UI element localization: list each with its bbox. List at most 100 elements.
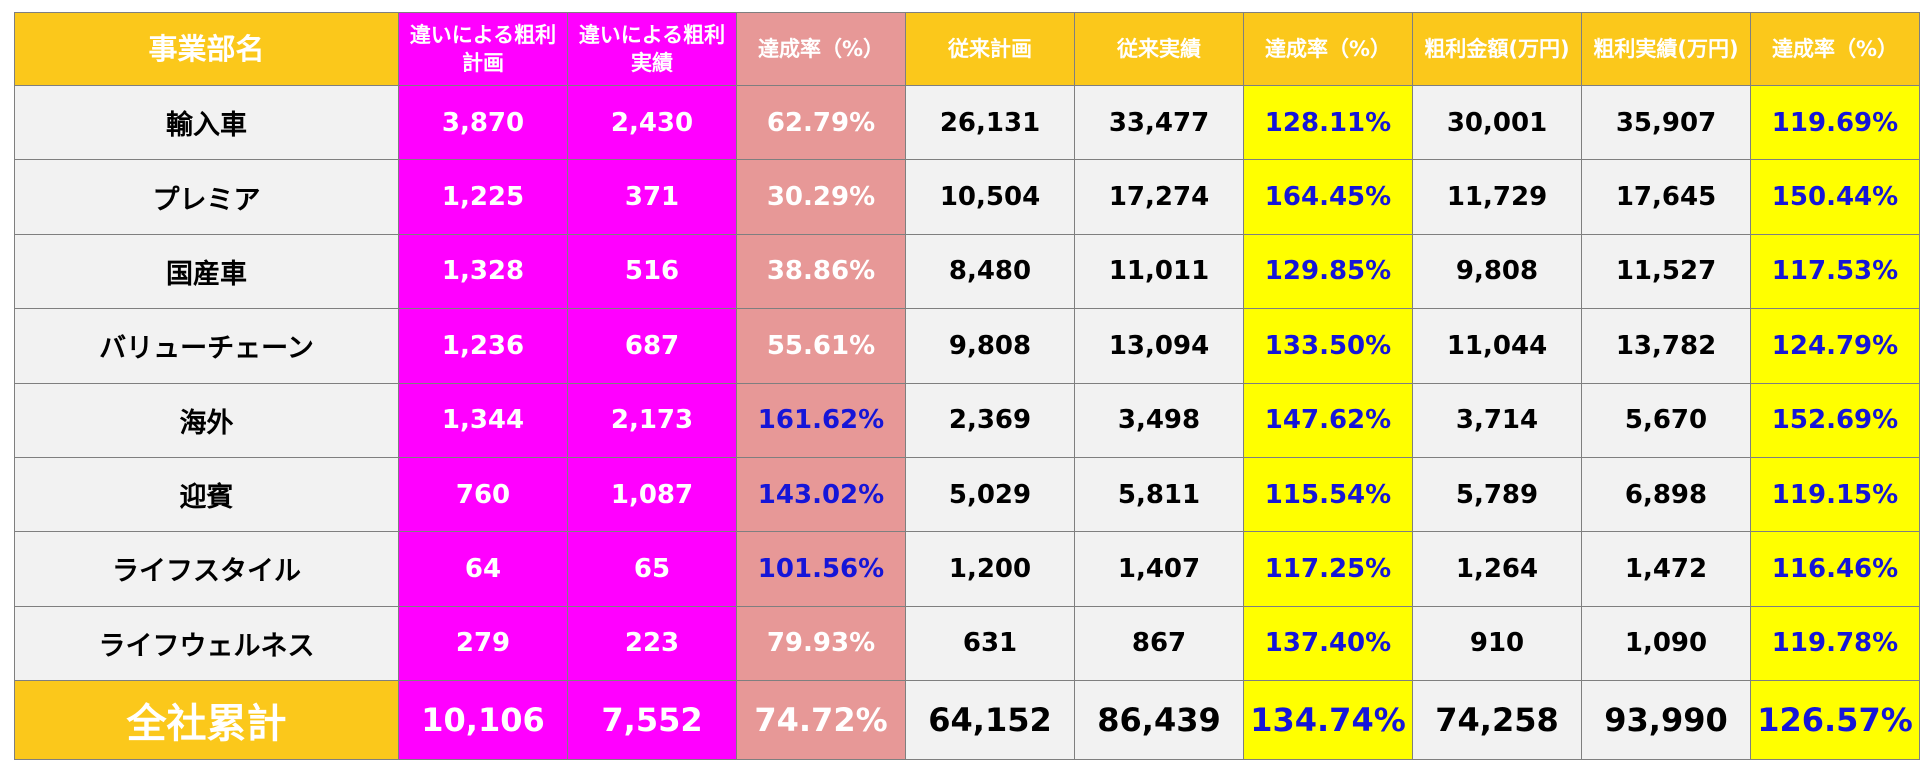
- total-rate-2: 134.74%: [1243, 680, 1413, 760]
- gp-result-cell: 6,898: [1581, 456, 1751, 533]
- division-name: プレミア: [14, 159, 399, 235]
- header-rate-3: 達成率（%）: [1750, 12, 1920, 86]
- legacy-plan-cell: 2,369: [905, 382, 1075, 458]
- rate-3-cell: 117.53%: [1750, 233, 1920, 310]
- rate-1-cell: 62.79%: [736, 84, 906, 161]
- rate-1-cell: 30.29%: [736, 159, 906, 235]
- header-gp-result: 粗利実績(万円): [1581, 12, 1751, 86]
- rate-2-cell: 128.11%: [1243, 84, 1413, 161]
- table-row: ライフスタイル 64 65 101.56% 1,200 1,407 117.25% 1,264…: [14, 531, 1920, 607]
- gp-amount-cell: 3,714: [1412, 382, 1582, 458]
- total-rate-1: 74.72%: [736, 680, 906, 760]
- gp-amount-cell: 30,001: [1412, 84, 1582, 161]
- header-division-name: 事業部名: [14, 12, 399, 86]
- gp-plan-cell: 1,225: [398, 159, 568, 235]
- legacy-plan-cell: 8,480: [905, 233, 1075, 310]
- rate-1-cell: 79.93%: [736, 605, 906, 682]
- legacy-actual-cell: 3,498: [1074, 382, 1244, 458]
- legacy-plan-cell: 10,504: [905, 159, 1075, 235]
- table-row: 海外 1,344 2,173 161.62% 2,369 3,498 147.62% 3,71…: [14, 382, 1920, 458]
- rate-1-cell: 55.61%: [736, 308, 906, 384]
- rate-2-cell: 129.85%: [1243, 233, 1413, 310]
- total-legacy-actual: 86,439: [1074, 680, 1244, 760]
- rate-2-cell: 115.54%: [1243, 456, 1413, 533]
- gp-plan-cell: 1,236: [398, 308, 568, 384]
- division-name: 迎賓: [14, 456, 399, 533]
- legacy-plan-cell: 631: [905, 605, 1075, 682]
- gp-plan-cell: 64: [398, 531, 568, 607]
- gp-actual-cell: 516: [567, 233, 737, 310]
- rate-3-cell: 119.69%: [1750, 84, 1920, 161]
- gp-result-cell: 17,645: [1581, 159, 1751, 235]
- legacy-actual-cell: 11,011: [1074, 233, 1244, 310]
- gp-plan-cell: 760: [398, 456, 568, 533]
- header-gp-plan-line1: 違いによる粗利: [409, 23, 557, 47]
- rate-3-cell: 119.15%: [1750, 456, 1920, 533]
- rate-2-cell: 117.25%: [1243, 531, 1413, 607]
- gp-result-cell: 11,527: [1581, 233, 1751, 310]
- rate-3-cell: 119.78%: [1750, 605, 1920, 682]
- rate-2-cell: 133.50%: [1243, 308, 1413, 384]
- gp-actual-cell: 223: [567, 605, 737, 682]
- gp-actual-cell: 1,087: [567, 456, 737, 533]
- division-name: ライフウェルネス: [14, 605, 399, 682]
- rate-2-cell: 164.45%: [1243, 159, 1413, 235]
- table-footer: 全社累計 10,106 7,552 74.72% 64,152 86,439 1…: [14, 680, 1920, 760]
- legacy-plan-cell: 9,808: [905, 308, 1075, 384]
- gp-amount-cell: 11,044: [1412, 308, 1582, 384]
- header-gp-actual-line1: 違いによる粗利: [578, 23, 726, 47]
- gp-plan-cell: 1,328: [398, 233, 568, 310]
- gp-plan-cell: 1,344: [398, 382, 568, 458]
- division-name: ライフスタイル: [14, 531, 399, 607]
- rate-1-cell: 143.02%: [736, 456, 906, 533]
- legacy-actual-cell: 5,811: [1074, 456, 1244, 533]
- rate-1-cell: 161.62%: [736, 382, 906, 458]
- gp-actual-cell: 65: [567, 531, 737, 607]
- rate-3-cell: 124.79%: [1750, 308, 1920, 384]
- header-gp-plan-line2: 計画: [462, 51, 504, 75]
- gp-amount-cell: 11,729: [1412, 159, 1582, 235]
- header-legacy-actual: 従来実績: [1074, 12, 1244, 86]
- division-name: バリューチェーン: [14, 308, 399, 384]
- rate-1-cell: 38.86%: [736, 233, 906, 310]
- gp-actual-cell: 687: [567, 308, 737, 384]
- table-row: ライフウェルネス 279 223 79.93% 631 867 137.40% 910 1,09…: [14, 605, 1920, 682]
- gp-actual-cell: 371: [567, 159, 737, 235]
- legacy-actual-cell: 33,477: [1074, 84, 1244, 161]
- gp-amount-cell: 1,264: [1412, 531, 1582, 607]
- gp-result-cell: 1,472: [1581, 531, 1751, 607]
- gp-actual-cell: 2,430: [567, 84, 737, 161]
- gp-result-cell: 35,907: [1581, 84, 1751, 161]
- table-body: 輸入車 3,870 2,430 62.79% 26,131 33,477 128.11% 30…: [14, 84, 1920, 682]
- total-legacy-plan: 64,152: [905, 680, 1075, 760]
- legacy-plan-cell: 26,131: [905, 84, 1075, 161]
- division-name: 国産車: [14, 233, 399, 310]
- total-gp-plan: 10,106: [398, 680, 568, 760]
- rate-3-cell: 150.44%: [1750, 159, 1920, 235]
- rate-2-cell: 137.40%: [1243, 605, 1413, 682]
- legacy-plan-cell: 1,200: [905, 531, 1075, 607]
- gp-result-cell: 13,782: [1581, 308, 1751, 384]
- gp-result-cell: 5,670: [1581, 382, 1751, 458]
- table-header: 事業部名 違いによる粗利 計画 違いによる粗利 実績 達成率（%） 従来計画 従…: [14, 12, 1920, 86]
- gp-actual-cell: 2,173: [567, 382, 737, 458]
- gp-result-cell: 1,090: [1581, 605, 1751, 682]
- table-row: 輸入車 3,870 2,430 62.79% 26,131 33,477 128.11% 30…: [14, 84, 1920, 161]
- rate-1-cell: 101.56%: [736, 531, 906, 607]
- total-gp-amount: 74,258: [1412, 680, 1582, 760]
- header-rate-1: 達成率（%）: [736, 12, 906, 86]
- header-gp-plan: 違いによる粗利 計画: [398, 12, 568, 86]
- table-row: 国産車 1,328 516 38.86% 8,480 11,011 129.85% 9,808…: [14, 233, 1920, 310]
- gp-amount-cell: 910: [1412, 605, 1582, 682]
- division-name: 輸入車: [14, 84, 399, 161]
- rate-3-cell: 116.46%: [1750, 531, 1920, 607]
- legacy-actual-cell: 1,407: [1074, 531, 1244, 607]
- rate-3-cell: 152.69%: [1750, 382, 1920, 458]
- table-row: バリューチェーン 1,236 687 55.61% 9,808 13,094 133.50%…: [14, 308, 1920, 384]
- gp-plan-cell: 3,870: [398, 84, 568, 161]
- division-name: 海外: [14, 382, 399, 458]
- header-legacy-plan: 従来計画: [905, 12, 1075, 86]
- total-rate-3: 126.57%: [1750, 680, 1920, 760]
- total-row: 全社累計 10,106 7,552 74.72% 64,152 86,439 1…: [14, 680, 1920, 760]
- gp-amount-cell: 5,789: [1412, 456, 1582, 533]
